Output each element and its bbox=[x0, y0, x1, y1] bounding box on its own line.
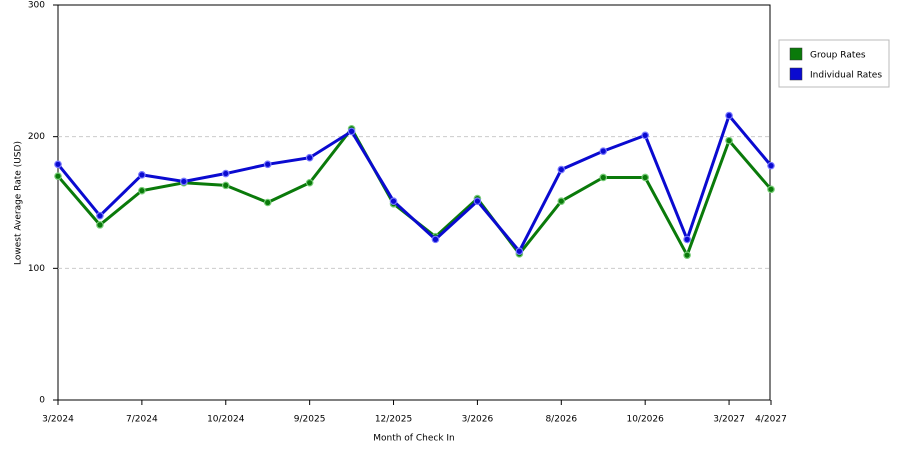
data-point bbox=[221, 169, 230, 178]
y-tick-label: 0 bbox=[39, 396, 45, 406]
data-point bbox=[138, 186, 146, 195]
data-point bbox=[725, 136, 733, 145]
x-tick-label: 12/2025 bbox=[375, 415, 412, 425]
y-tick-label: 200 bbox=[28, 132, 45, 142]
data-point bbox=[599, 173, 608, 182]
x-tick-label: 7/2024 bbox=[126, 415, 158, 425]
legend-label: Group Rates bbox=[810, 51, 866, 61]
x-tick-label: 3/2027 bbox=[713, 415, 745, 425]
data-point bbox=[347, 127, 356, 136]
data-point bbox=[557, 165, 566, 174]
x-tick-label: 10/2026 bbox=[626, 415, 664, 425]
x-tick-label: 9/2025 bbox=[294, 415, 326, 425]
data-point bbox=[767, 185, 775, 194]
y-tick-label: 100 bbox=[28, 264, 45, 274]
data-point bbox=[641, 131, 649, 140]
data-point bbox=[599, 147, 608, 155]
x-tick-label: 10/2024 bbox=[207, 415, 245, 425]
legend-swatch bbox=[789, 47, 803, 61]
data-point bbox=[683, 235, 691, 244]
y-tick-label: 300 bbox=[28, 1, 45, 11]
data-point bbox=[431, 235, 440, 244]
data-point bbox=[767, 161, 775, 170]
data-point bbox=[683, 251, 691, 259]
data-point bbox=[725, 111, 733, 120]
data-point bbox=[305, 178, 314, 187]
data-point bbox=[54, 172, 62, 180]
y-axis-label: Lowest Average Rate (USD) bbox=[14, 141, 24, 265]
data-point bbox=[473, 197, 482, 205]
data-point bbox=[138, 171, 146, 179]
x-tick-label: 4/2027 bbox=[755, 415, 787, 425]
data-point bbox=[305, 153, 314, 162]
data-point bbox=[263, 160, 272, 169]
plot-frame bbox=[57, 4, 771, 401]
data-point bbox=[515, 247, 524, 256]
x-tick-label: 8/2026 bbox=[545, 415, 577, 425]
x-axis-label: Month of Check In bbox=[373, 434, 455, 444]
series-line bbox=[56, 126, 773, 259]
data-point bbox=[263, 198, 272, 207]
x-tick-label: 3/2024 bbox=[42, 415, 74, 425]
data-point bbox=[96, 211, 104, 220]
data-point bbox=[221, 181, 230, 190]
data-point bbox=[641, 173, 649, 182]
legend-label: Individual Rates bbox=[810, 71, 882, 81]
data-point bbox=[180, 177, 188, 186]
series-line bbox=[56, 112, 773, 254]
data-point bbox=[54, 160, 62, 169]
legend-swatch bbox=[789, 67, 803, 81]
data-point bbox=[96, 221, 104, 229]
data-point bbox=[389, 197, 398, 205]
x-tick-label: 3/2026 bbox=[462, 415, 494, 425]
data-point bbox=[557, 197, 566, 205]
